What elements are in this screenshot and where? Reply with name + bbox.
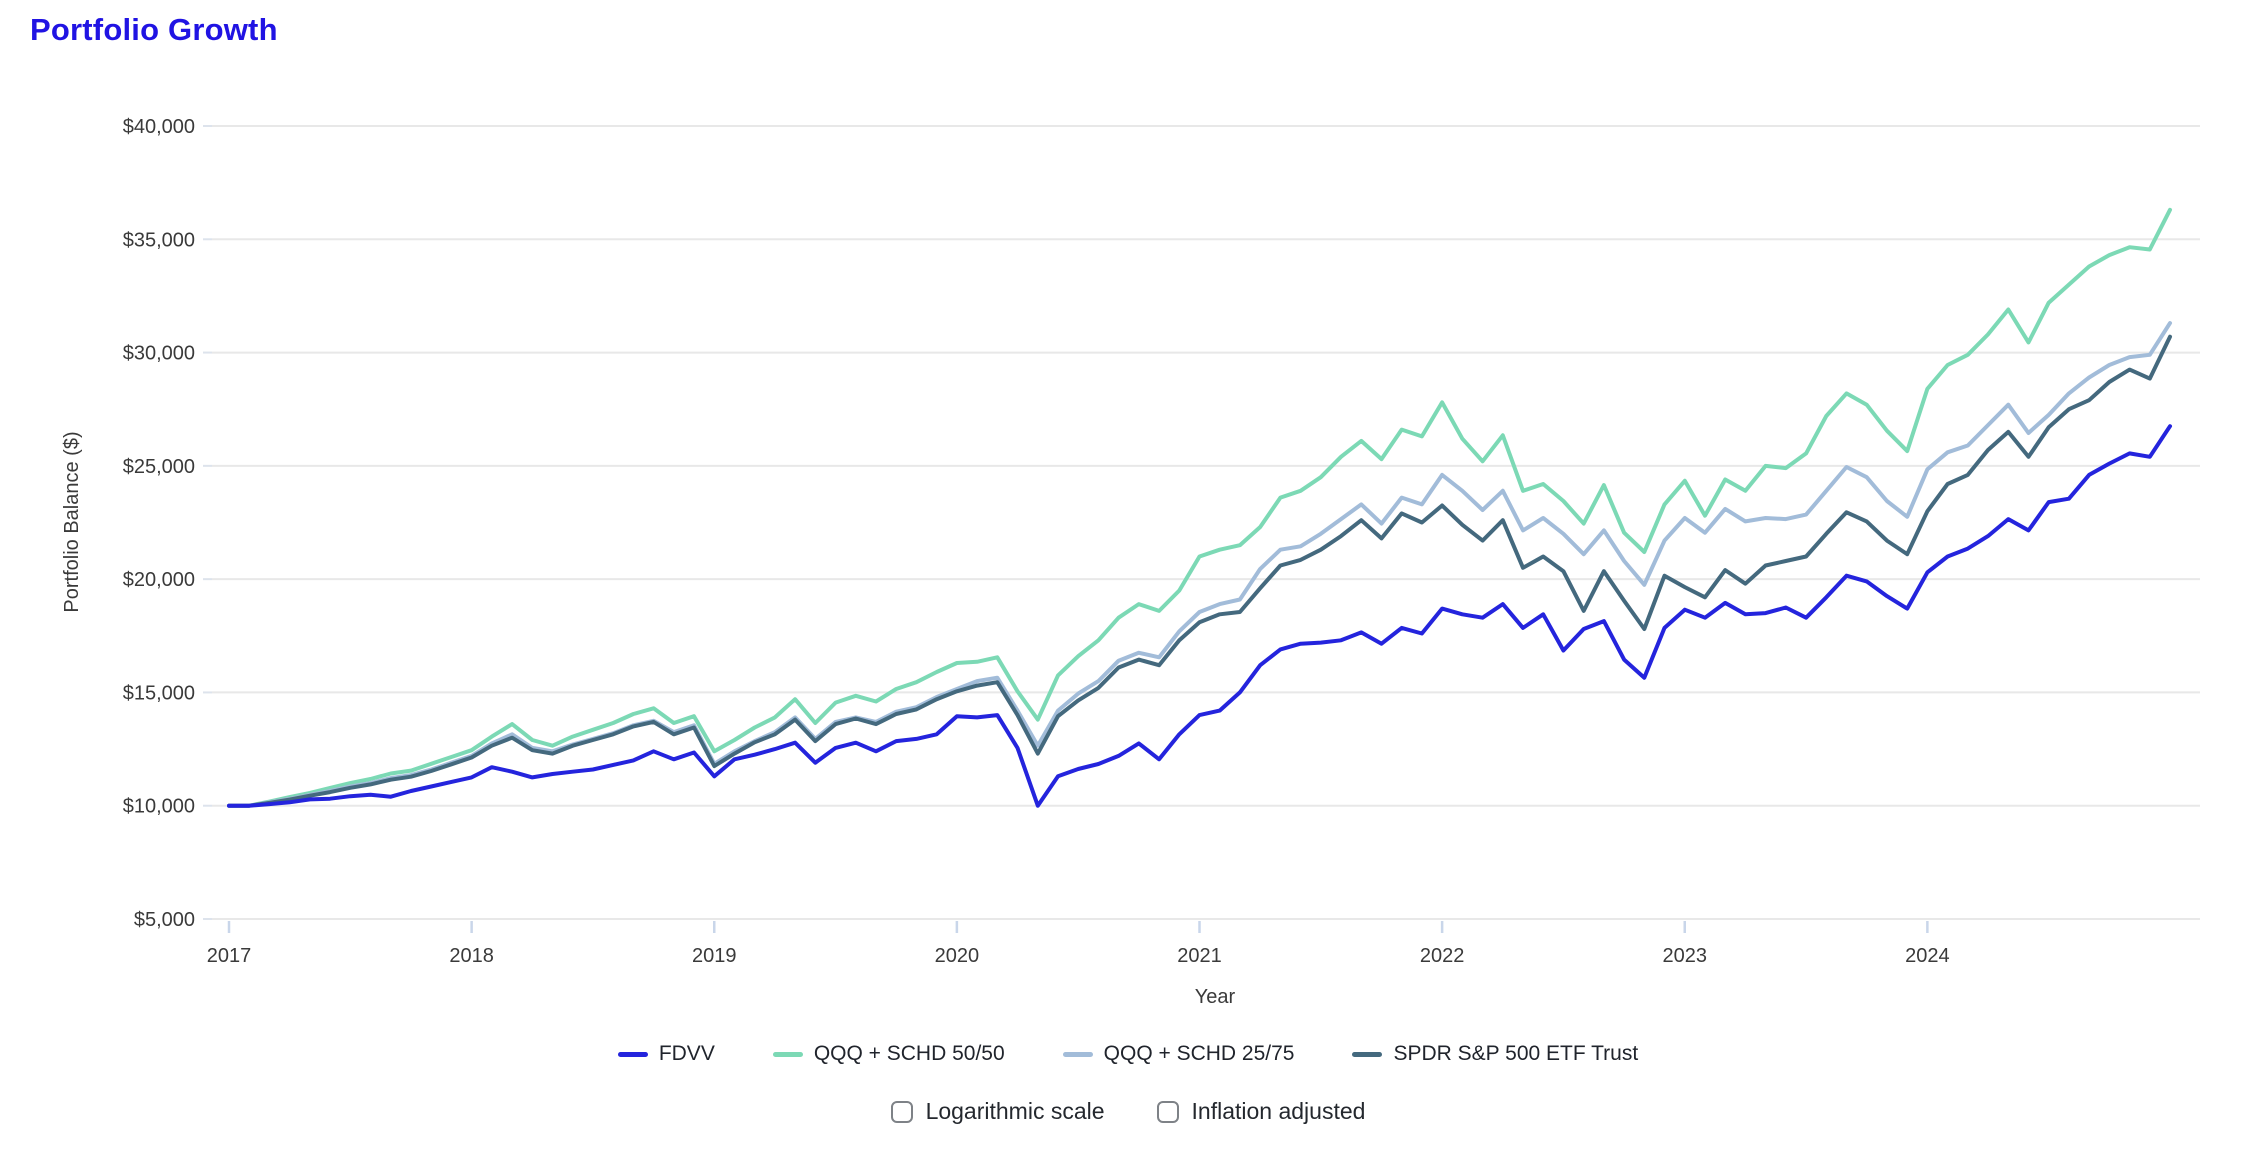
legend-label: QQQ + SCHD 25/75 bbox=[1103, 1042, 1295, 1065]
legend-item-fdvv[interactable]: FDVV bbox=[617, 1042, 715, 1066]
legend-label: FDVV bbox=[658, 1042, 715, 1065]
y-tick-label: $25,000 bbox=[123, 456, 195, 478]
y-tick-label: $15,000 bbox=[123, 682, 195, 704]
y-tick-label: $10,000 bbox=[123, 796, 195, 818]
y-tick-label: $35,000 bbox=[123, 229, 195, 251]
y-tick-label: $30,000 bbox=[123, 343, 195, 365]
series-line-spdr-s-p-500-etf-trust bbox=[227, 334, 2172, 808]
legend-swatch bbox=[1062, 1051, 1093, 1057]
x-axis-title: Year bbox=[1195, 986, 1236, 1008]
legend-label: SPDR S&P 500 ETF Trust bbox=[1393, 1042, 1639, 1065]
legend-item-qqq-schd-25-75[interactable]: QQQ + SCHD 25/75 bbox=[1062, 1042, 1295, 1066]
series-line-qqq-schd-50-50 bbox=[227, 207, 2172, 808]
axis-tick-labels: $40,000 $35,000 $30,000 $25,000 $20,000 $15,0… bbox=[123, 116, 1950, 967]
x-tick-label: 2020 bbox=[935, 945, 980, 967]
series-line-qqq-schd-25-75 bbox=[227, 321, 2172, 808]
gridlines bbox=[212, 125, 2200, 920]
axis-ticks bbox=[203, 125, 1929, 933]
legend-item-qqq-schd-50-50[interactable]: QQQ + SCHD 50/50 bbox=[772, 1042, 1005, 1066]
legend-swatch bbox=[617, 1051, 648, 1057]
x-tick-label: 2021 bbox=[1177, 945, 1222, 967]
chart-container: $40,000 $35,000 $30,000 $25,000 $20,000 $15,0… bbox=[0, 0, 2256, 1040]
inflation-adjusted-label: Inflation adjusted bbox=[1191, 1098, 1366, 1124]
series-lines bbox=[227, 207, 2172, 808]
series-line-fdvv bbox=[227, 424, 2172, 808]
y-axis-title: Portfolio Balance ($) bbox=[61, 431, 83, 612]
x-tick-label: 2024 bbox=[1905, 945, 1950, 967]
x-tick-label: 2017 bbox=[207, 945, 252, 967]
inflation-adjusted-option[interactable]: Inflation adjusted bbox=[1156, 1098, 1366, 1125]
y-tick-label: $5,000 bbox=[134, 909, 195, 931]
logarithmic-scale-option[interactable]: Logarithmic scale bbox=[890, 1098, 1105, 1125]
page-title: Portfolio Growth bbox=[30, 12, 278, 47]
chart-options: Logarithmic scale Inflation adjusted bbox=[0, 1098, 2256, 1125]
x-tick-label: 2023 bbox=[1663, 945, 1708, 967]
legend-swatch bbox=[1352, 1051, 1383, 1057]
inflation-adjusted-checkbox[interactable] bbox=[1156, 1100, 1179, 1123]
legend-swatch bbox=[772, 1051, 803, 1057]
y-tick-label: $20,000 bbox=[123, 569, 195, 591]
x-tick-label: 2022 bbox=[1420, 945, 1465, 967]
logarithmic-scale-label: Logarithmic scale bbox=[925, 1098, 1105, 1124]
legend-item-spdr-s-p-500-etf-trust[interactable]: SPDR S&P 500 ETF Trust bbox=[1352, 1042, 1638, 1066]
x-tick-label: 2019 bbox=[692, 945, 737, 967]
portfolio-growth-chart[interactable]: $40,000 $35,000 $30,000 $25,000 $20,000 $15,0… bbox=[0, 0, 2256, 1040]
y-tick-label: $40,000 bbox=[123, 116, 195, 138]
chart-legend: FDVV QQQ + SCHD 50/50 QQQ + SCHD 25/75 SPDR… bbox=[0, 1042, 2256, 1066]
legend-label: QQQ + SCHD 50/50 bbox=[813, 1042, 1005, 1065]
x-tick-label: 2018 bbox=[449, 945, 494, 967]
logarithmic-scale-checkbox[interactable] bbox=[890, 1100, 913, 1123]
